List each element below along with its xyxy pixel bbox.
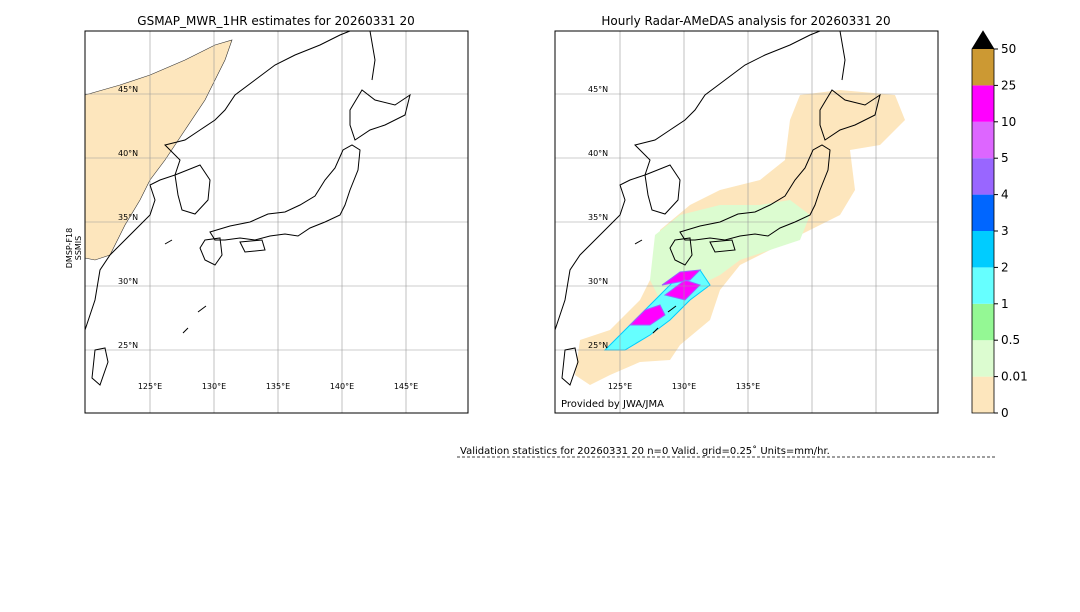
colorbar-label: 1 [1001,297,1009,311]
colorbar-label: 5 [1001,151,1009,165]
lon-label: 125°E [138,382,162,391]
left-map [84,30,469,414]
colorbar-label: 4 [1001,188,1009,202]
lon-label: 130°E [672,382,696,391]
lon-label: 135°E [266,382,290,391]
colorbar-label: 0.5 [1001,333,1020,347]
colorbar-segment [972,85,994,122]
colorbar-label: 25 [1001,78,1016,92]
right-title: Hourly Radar-AMeDAS analysis for 2026033… [601,14,890,28]
lat-label: 25°N [588,341,608,350]
colorbar-segment [972,303,994,341]
colorbar-segment [972,267,994,304]
sensor-label: SSMIS [74,236,83,261]
colorbar-label: 10 [1001,115,1016,129]
colorbar-extend [972,31,994,49]
colorbar-label: 0.01 [1001,370,1028,384]
lat-label: 45°N [588,85,608,94]
colorbar-label: 3 [1001,224,1009,238]
lat-label: 30°N [588,277,608,286]
lat-label: 40°N [588,149,608,158]
colorbar-segment [972,121,994,159]
left-title: GSMAP_MWR_1HR estimates for 20260331 20 [137,14,414,28]
lat-label: 35°N [588,213,608,222]
lat-label: 35°N [118,213,138,222]
lon-label: 140°E [330,382,354,391]
lon-label: 130°E [202,382,226,391]
lat-label: 30°N [118,277,138,286]
lat-label: 40°N [118,149,138,158]
colorbar-label: 50 [1001,42,1016,56]
colorbar-segment [972,194,994,231]
colorbar-segment [972,49,994,86]
credit: Provided by JWA/JMA [561,399,664,410]
colorbar-segment [972,340,994,377]
right-map [554,30,939,414]
lat-label: 25°N [118,341,138,350]
lat-label: 45°N [118,85,138,94]
colorbar: 0 0.01 0.5 1 2 3 4 5 10 25 50 [971,30,1028,420]
colorbar-label: 0 [1001,406,1009,420]
validation-text: Validation statistics for 20260331 20 n=… [460,445,830,457]
sensor-label: DMSP-F18 [65,228,74,268]
colorbar-segment [972,158,994,195]
colorbar-label: 2 [1001,260,1009,274]
colorbar-segment [972,376,994,413]
colorbar-segment [972,231,994,268]
lon-label: 135°E [736,382,760,391]
colorbar-frame [971,30,995,414]
lon-label: 125°E [608,382,632,391]
lon-label: 145°E [394,382,418,391]
